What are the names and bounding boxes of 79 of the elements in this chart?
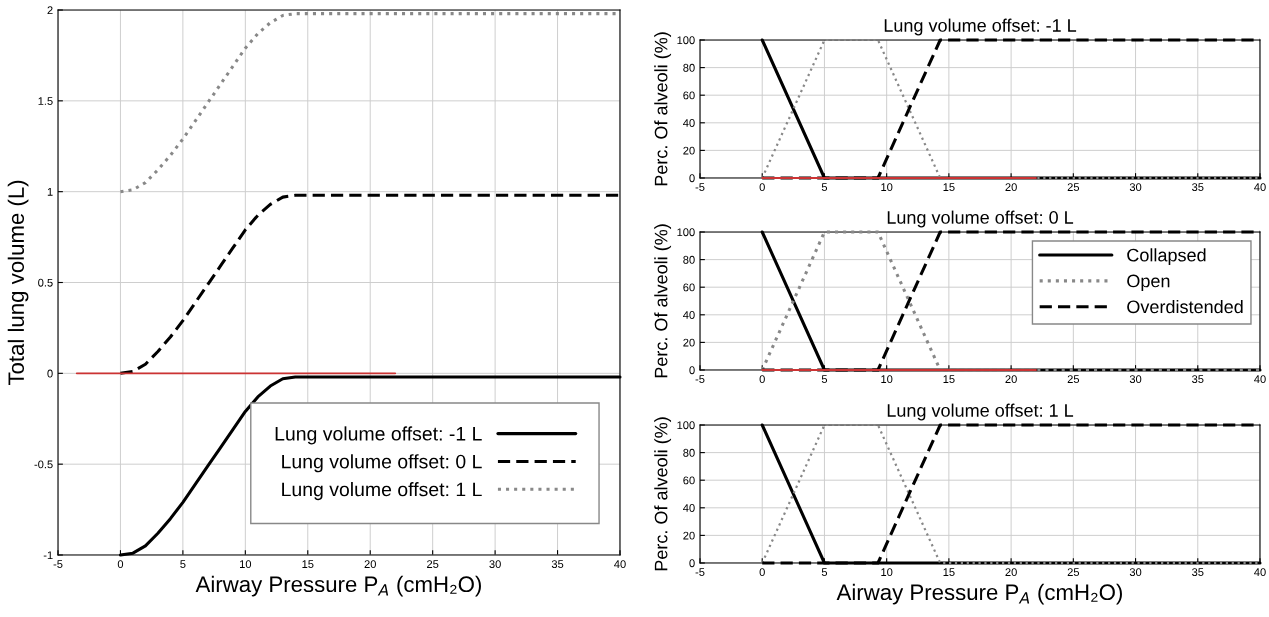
y-tick-label: 60	[683, 283, 695, 292]
x-tick-label: 5	[821, 375, 828, 384]
x-axis-title: Airway Pressure P$_{A}$ (cmH₂O)	[195, 575, 481, 597]
x-tick-label: 0	[759, 183, 765, 192]
x-tick-label: 15	[943, 183, 955, 192]
x-tick-label: -5	[695, 183, 705, 192]
y-tick-label: 0	[47, 369, 53, 378]
y-axis-title: Perc. Of alveoli (%)	[654, 224, 672, 378]
x-tick-label: 10	[881, 183, 893, 192]
y-tick-label: 80	[683, 448, 695, 457]
x-tick-label: 20	[1005, 568, 1017, 577]
x-tick-label: 0	[117, 560, 124, 569]
y-tick-label: 20	[683, 338, 695, 347]
y-tick-label: 0	[689, 174, 695, 183]
x-tick-label: 20	[1005, 375, 1017, 384]
x-tick-label: 40	[1254, 375, 1266, 384]
y-tick-label: 0	[689, 366, 695, 375]
x-tick-label: 20	[1005, 183, 1017, 192]
y-tick-label: 2	[47, 6, 53, 15]
x-tick-label: 25	[427, 560, 439, 569]
x-tick-label: 30	[1129, 183, 1142, 192]
x-tick-label: -5	[695, 568, 705, 577]
y-tick-label: 60	[683, 476, 695, 485]
x-tick-label: 15	[302, 560, 314, 569]
y-tick-label: 20	[683, 531, 695, 540]
y-tick-label: 40	[683, 311, 695, 319]
y-tick-label: 40	[683, 119, 695, 127]
legend-label: Lung volume offset: 1 L	[282, 482, 482, 501]
x-tick-label: 30	[1129, 568, 1142, 577]
y-tick-label: -1	[43, 551, 53, 560]
x-tick-label: 25	[1067, 183, 1080, 192]
x-tick-label: 35	[1192, 375, 1204, 384]
x-tick-label: 5	[821, 568, 828, 577]
chart-title: Lung volume offset: -1 L	[884, 18, 1077, 36]
x-tick-label: -5	[695, 375, 705, 384]
x-tick-label: 25	[1067, 375, 1080, 384]
x-tick-label: 5	[180, 560, 186, 569]
x-tick-label: 35	[1192, 183, 1204, 192]
y-tick-label: 40	[683, 504, 695, 512]
legend-label: Overdistended	[1127, 299, 1243, 314]
x-tick-label: 30	[1129, 375, 1142, 384]
x-tick-label: 15	[943, 568, 955, 577]
x-tick-label: 40	[1254, 183, 1266, 192]
x-tick-label: -5	[53, 560, 63, 569]
x-tick-label: 10	[881, 568, 893, 577]
x-tick-label: 20	[364, 560, 376, 569]
chart-title: Lung volume offset: 1 L	[887, 403, 1074, 421]
y-axis-title: Perc. Of alveoli (%)	[654, 417, 672, 571]
x-tick-label: 25	[1067, 568, 1080, 577]
y-tick-label: 80	[683, 63, 695, 72]
legend-label: Lung volume offset: -1 L	[275, 426, 482, 445]
x-axis-title: Airway Pressure P$_{A}$ (cmH₂O)	[836, 583, 1122, 605]
y-tick-label: 100	[677, 36, 695, 45]
y-tick-label: 60	[683, 91, 695, 100]
x-tick-label: 5	[821, 183, 828, 192]
chart-title: Lung volume offset: 0 L	[887, 210, 1074, 228]
y-tick-label: 1	[47, 188, 53, 196]
y-axis-title: Perc. Of alveoli (%)	[654, 32, 672, 186]
y-tick-label: 100	[677, 228, 695, 237]
y-tick-label: 20	[683, 146, 695, 155]
x-tick-label: 0	[759, 568, 765, 577]
x-tick-label: 10	[240, 560, 252, 569]
legend-label: Lung volume offset: 0 L	[282, 454, 482, 473]
x-tick-label: 35	[551, 560, 564, 569]
legend-label: Open	[1127, 274, 1170, 291]
legend-label: Collapsed	[1127, 248, 1206, 266]
y-tick-label: 100	[677, 421, 695, 430]
x-tick-label: 0	[759, 375, 765, 384]
x-tick-label: 40	[614, 560, 626, 569]
y-axis-title: Total lung volume (L)	[7, 180, 29, 386]
x-tick-label: 10	[881, 375, 893, 384]
x-tick-label: 15	[943, 375, 955, 384]
y-tick-label: 80	[683, 255, 695, 264]
y-tick-label: -0.5	[34, 460, 53, 469]
x-tick-label: 40	[1254, 568, 1266, 577]
x-tick-label: 35	[1192, 568, 1204, 577]
x-tick-label: 30	[489, 560, 501, 569]
y-tick-label: 1.5	[38, 97, 53, 105]
y-tick-label: 0.5	[38, 278, 53, 287]
